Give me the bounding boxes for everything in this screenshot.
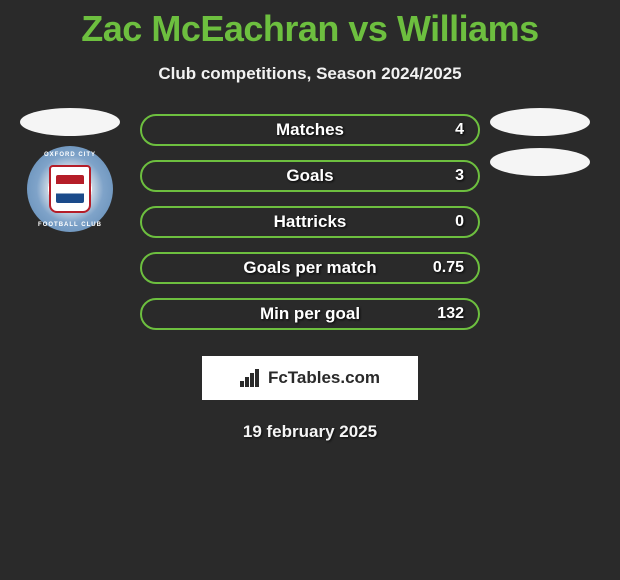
left-player-badges: OXFORD CITY FOOTBALL CLUB (10, 108, 130, 232)
badge-shield (49, 165, 91, 213)
watermark-text: FcTables.com (268, 368, 380, 388)
stat-row-min-per-goal: Min per goal 132 (140, 298, 480, 330)
badge-text-bottom: FOOTBALL CLUB (38, 222, 102, 228)
bar-chart-icon (240, 369, 262, 387)
stat-value: 0 (455, 213, 464, 231)
stat-row-goals-per-match: Goals per match 0.75 (140, 252, 480, 284)
stat-row-hattricks: Hattricks 0 (140, 206, 480, 238)
stat-value: 0.75 (433, 259, 464, 277)
right-player-badges (480, 108, 600, 176)
placeholder-ellipse (20, 108, 120, 136)
stat-label: Goals (286, 166, 333, 186)
badge-crest-icon (56, 175, 84, 203)
stat-label: Hattricks (274, 212, 347, 232)
watermark: FcTables.com (202, 356, 418, 400)
stat-label: Min per goal (260, 304, 360, 324)
placeholder-ellipse (490, 108, 590, 136)
stat-label: Matches (276, 120, 344, 140)
stat-value: 4 (455, 121, 464, 139)
badge-text-top: OXFORD CITY (44, 152, 96, 158)
stat-row-goals: Goals 3 (140, 160, 480, 192)
club-badge-oxford-city: OXFORD CITY FOOTBALL CLUB (27, 146, 113, 232)
subtitle: Club competitions, Season 2024/2025 (0, 64, 620, 84)
placeholder-ellipse (490, 148, 590, 176)
stats-container: OXFORD CITY FOOTBALL CLUB Matches 4 Goal… (0, 114, 620, 330)
page-title: Zac McEachran vs Williams (0, 0, 620, 50)
stat-value: 3 (455, 167, 464, 185)
stat-row-matches: Matches 4 (140, 114, 480, 146)
stat-label: Goals per match (243, 258, 376, 278)
date-text: 19 february 2025 (0, 422, 620, 442)
stat-value: 132 (437, 305, 464, 323)
